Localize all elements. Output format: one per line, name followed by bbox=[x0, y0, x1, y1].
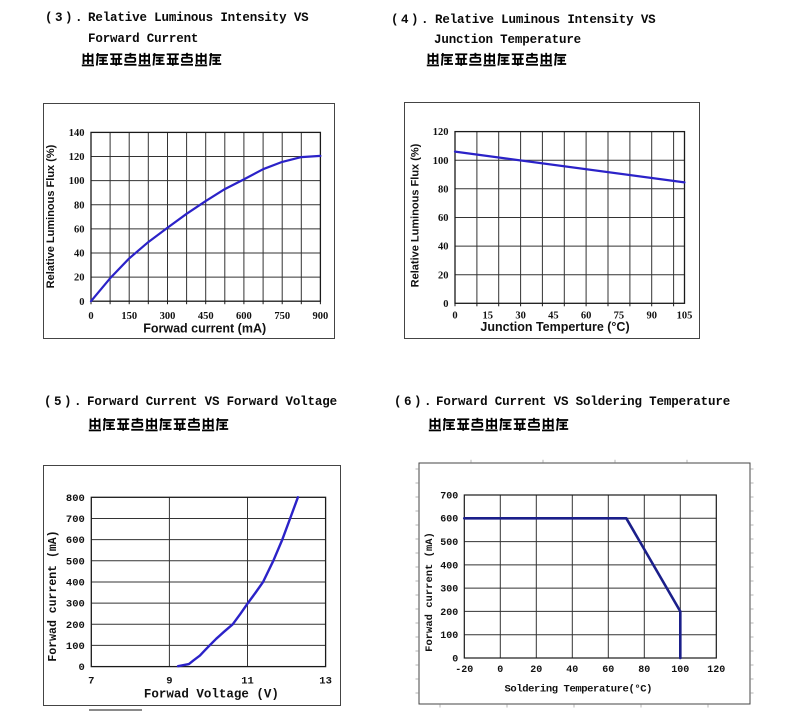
svg-text:100: 100 bbox=[440, 631, 458, 642]
svg-text:20: 20 bbox=[530, 665, 542, 676]
svg-text:105: 105 bbox=[677, 310, 693, 321]
svg-text:300: 300 bbox=[440, 585, 458, 596]
svg-text:45: 45 bbox=[548, 310, 559, 321]
svg-text:0: 0 bbox=[497, 665, 503, 676]
svg-text:100: 100 bbox=[66, 641, 85, 653]
svg-text:300: 300 bbox=[160, 311, 176, 322]
svg-text:Forwad Voltage (V): Forwad Voltage (V) bbox=[144, 688, 279, 702]
svg-text:100: 100 bbox=[69, 176, 85, 187]
svg-text:15: 15 bbox=[483, 310, 494, 321]
svg-text:500: 500 bbox=[66, 556, 85, 568]
svg-text:140: 140 bbox=[69, 128, 85, 139]
svg-text:13: 13 bbox=[319, 676, 332, 688]
svg-text:30: 30 bbox=[515, 310, 526, 321]
svg-text:750: 750 bbox=[274, 311, 290, 322]
svg-text:20: 20 bbox=[74, 273, 85, 284]
svg-text:500: 500 bbox=[440, 538, 458, 549]
svg-text:7: 7 bbox=[88, 676, 94, 688]
svg-text:80: 80 bbox=[74, 200, 85, 211]
svg-text:150: 150 bbox=[121, 311, 137, 322]
svg-text:11: 11 bbox=[241, 676, 254, 688]
svg-text:Forwad current (mA): Forwad current (mA) bbox=[424, 532, 436, 652]
svg-text:60: 60 bbox=[74, 225, 85, 236]
svg-text:40: 40 bbox=[566, 665, 578, 676]
svg-text:600: 600 bbox=[440, 515, 458, 526]
svg-text:80: 80 bbox=[638, 665, 650, 676]
svg-text:40: 40 bbox=[438, 242, 449, 253]
svg-text:Relative Luminous Flux (%): Relative Luminous Flux (%) bbox=[45, 144, 57, 288]
svg-text:80: 80 bbox=[438, 184, 449, 195]
svg-text:0: 0 bbox=[452, 654, 458, 665]
svg-text:100: 100 bbox=[671, 665, 689, 676]
svg-text:20: 20 bbox=[438, 270, 449, 281]
svg-text:120: 120 bbox=[707, 665, 725, 676]
svg-text:700: 700 bbox=[66, 514, 85, 526]
svg-text:400: 400 bbox=[440, 561, 458, 572]
svg-text:-20: -20 bbox=[455, 665, 473, 676]
svg-text:Forwad current (mA): Forwad current (mA) bbox=[47, 530, 60, 661]
svg-text:0: 0 bbox=[88, 311, 93, 322]
svg-text:40: 40 bbox=[74, 249, 85, 260]
svg-text:90: 90 bbox=[646, 310, 657, 321]
svg-text:100: 100 bbox=[433, 156, 449, 167]
svg-text:300: 300 bbox=[66, 599, 85, 611]
svg-text:700: 700 bbox=[440, 491, 458, 502]
svg-text:0: 0 bbox=[78, 662, 84, 674]
svg-text:9: 9 bbox=[166, 676, 172, 688]
svg-text:120: 120 bbox=[433, 127, 449, 138]
svg-text:120: 120 bbox=[69, 152, 85, 163]
svg-text:400: 400 bbox=[66, 578, 85, 590]
svg-text:60: 60 bbox=[602, 665, 614, 676]
svg-text:600: 600 bbox=[236, 311, 252, 322]
svg-text:75: 75 bbox=[614, 310, 625, 321]
svg-text:Relative Luminous Flux (%): Relative Luminous Flux (%) bbox=[410, 143, 422, 287]
svg-text:Junction Temperture (°C): Junction Temperture (°C) bbox=[480, 320, 629, 334]
svg-text:0: 0 bbox=[443, 299, 448, 310]
svg-text:0: 0 bbox=[79, 297, 84, 308]
svg-text:900: 900 bbox=[313, 311, 329, 322]
svg-text:600: 600 bbox=[66, 535, 85, 547]
svg-text:60: 60 bbox=[438, 213, 449, 224]
svg-text:200: 200 bbox=[440, 608, 458, 619]
svg-text:Forwad current (mA): Forwad current (mA) bbox=[143, 322, 266, 336]
svg-text:200: 200 bbox=[66, 620, 85, 632]
svg-text:450: 450 bbox=[198, 311, 214, 322]
svg-text:800: 800 bbox=[66, 493, 85, 505]
svg-text:Soldering Temperature(°C): Soldering Temperature(°C) bbox=[505, 684, 653, 696]
svg-text:0: 0 bbox=[452, 310, 457, 321]
svg-text:60: 60 bbox=[581, 310, 592, 321]
